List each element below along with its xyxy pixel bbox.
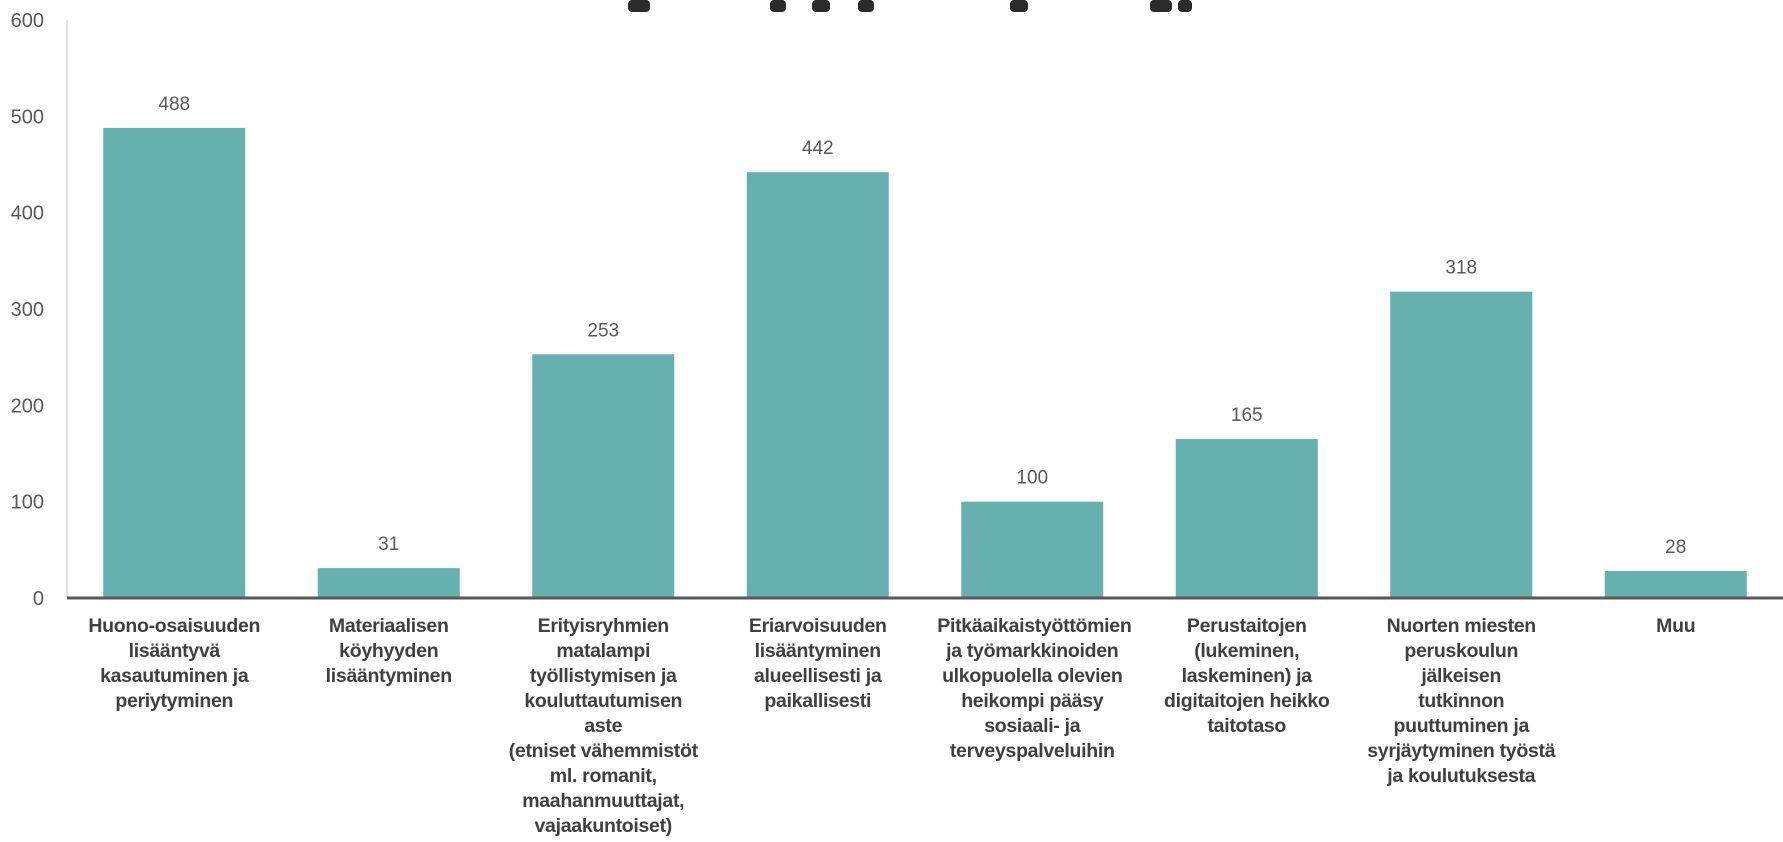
y-tick-label: 300 [11, 299, 44, 321]
title-fragment-2 [812, 0, 830, 12]
data-label: 165 [1231, 405, 1263, 426]
bar [746, 172, 889, 598]
y-tick-label: 200 [11, 395, 44, 417]
data-label: 31 [378, 534, 399, 555]
x-category-label: Huono-osaisuuden lisääntyvä kasautuminen… [88, 615, 261, 712]
x-category-label: Eriarvoisuuden lisääntyminen alueellises… [748, 615, 887, 712]
bar [103, 127, 246, 598]
y-tick-label: 400 [11, 203, 44, 225]
data-label: 28 [1665, 537, 1686, 558]
bars [103, 127, 1747, 598]
x-category-label: Erityisryhmien matalampi työllistymisen … [508, 615, 698, 837]
data-label: 318 [1445, 258, 1477, 279]
x-category-label: Perustaitojen (lukeminen, laskeminen) ja… [1164, 615, 1330, 737]
y-tick-label: 100 [11, 492, 44, 514]
y-tick-labels: 0 100 200 300 400 500 600 [11, 10, 44, 610]
y-tick-label: 500 [11, 106, 44, 128]
bar [961, 501, 1104, 598]
data-labels: 488 31 253 442 100 165 318 28 [158, 94, 1686, 558]
x-category-label: Muu [1656, 615, 1696, 637]
title-fragment-1 [770, 0, 786, 12]
x-category-label: Pitkäaikaistyöttömien ja työmarkkinoiden… [937, 615, 1132, 762]
data-label: 100 [1016, 468, 1048, 489]
chart-title-fragment [628, 0, 1192, 12]
x-category-label: Materiaalisen köyhyyden lisääntyminen [325, 615, 452, 687]
title-fragment-4 [1010, 0, 1028, 12]
title-fragment-6 [1178, 0, 1192, 12]
title-fragment-3 [858, 0, 874, 12]
bar [317, 568, 460, 598]
x-category-label: Nuorten miesten peruskoulun jälkeisen tu… [1367, 615, 1556, 787]
data-label: 488 [158, 94, 190, 115]
data-label: 442 [802, 138, 834, 159]
bar [1175, 439, 1318, 598]
y-tick-label: 600 [11, 10, 44, 32]
y-tick-label: 0 [33, 588, 44, 610]
bar [532, 354, 675, 598]
data-label: 253 [587, 320, 619, 341]
bar [1604, 571, 1747, 598]
title-fragment-5 [1150, 0, 1172, 12]
title-fragment-0 [628, 0, 650, 12]
bar [1390, 291, 1533, 598]
